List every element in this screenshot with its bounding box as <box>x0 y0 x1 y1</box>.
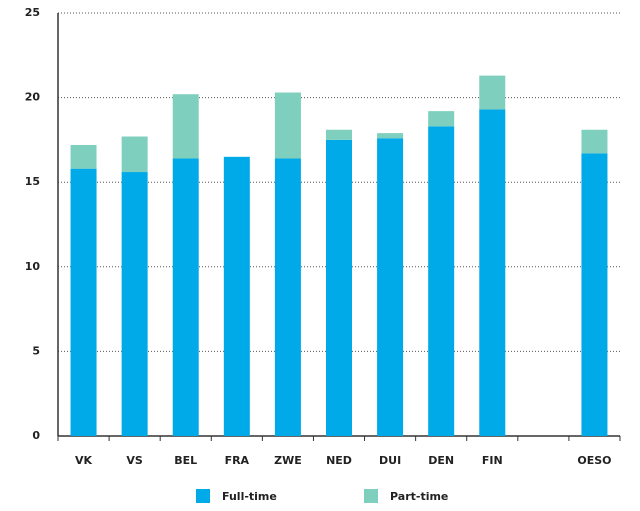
x-tick-label: FRA <box>225 454 250 467</box>
y-tick-label: 0 <box>32 429 40 442</box>
bar-segment <box>274 92 301 159</box>
bar-segment <box>428 111 455 127</box>
bar-segment <box>121 136 148 173</box>
y-tick-label: 20 <box>25 91 41 104</box>
x-tick-label: BEL <box>174 454 197 467</box>
bar-segment <box>479 75 506 110</box>
legend-label: Part-time <box>390 490 448 503</box>
bar-segment <box>274 158 301 436</box>
bar-segment <box>581 153 608 436</box>
legend-label: Full-time <box>222 490 277 503</box>
bar-segment <box>172 158 199 436</box>
bar-segment <box>121 172 148 436</box>
legend-swatch <box>196 489 210 503</box>
x-tick-label: OESO <box>577 454 611 467</box>
bar-segment <box>172 94 199 159</box>
bar-segment <box>377 133 404 139</box>
x-tick-label: VS <box>126 454 143 467</box>
bar-segment <box>326 129 352 140</box>
bar-segment <box>70 144 97 169</box>
legend-swatch <box>364 489 378 503</box>
x-tick-label: NED <box>326 454 352 467</box>
x-tick-label: ZWE <box>274 454 302 467</box>
bar-segment <box>377 138 404 436</box>
bar-segment <box>223 156 250 436</box>
x-tick-label: DUI <box>379 454 401 467</box>
bar-segment <box>428 126 455 436</box>
bar-segment <box>479 109 506 436</box>
x-tick-label: VK <box>75 454 93 467</box>
bar-segment <box>70 168 97 436</box>
y-tick-label: 25 <box>25 6 40 19</box>
bar-segment <box>326 139 352 436</box>
y-tick-label: 5 <box>32 344 40 357</box>
bar-segment <box>581 129 608 154</box>
x-tick-label: FIN <box>482 454 503 467</box>
y-tick-label: 15 <box>25 175 40 188</box>
y-tick-label: 10 <box>25 260 41 273</box>
x-tick-label: DEN <box>428 454 454 467</box>
